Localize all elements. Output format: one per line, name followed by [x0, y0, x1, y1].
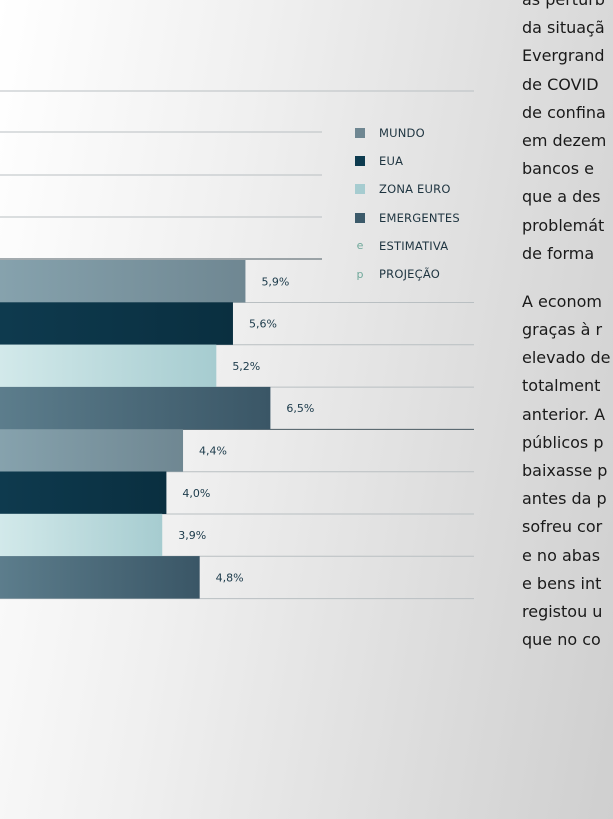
text-line: antes da p — [522, 489, 607, 509]
text-line: totalment — [522, 376, 601, 396]
text-line: e no abas — [522, 545, 601, 565]
bar-eua — [0, 302, 233, 345]
legend-letter-marker: p — [356, 267, 364, 281]
text-line: as perturb — [522, 0, 613, 14]
text-line: anterior. A — [522, 404, 606, 424]
bar-eua — [0, 471, 167, 514]
bar-value-label: 4,0% — [182, 487, 210, 500]
legend-swatch — [355, 212, 365, 223]
legend-item: EUA — [355, 147, 460, 175]
bar-value-label: 3,9% — [178, 529, 206, 542]
legend-label: EUA — [379, 154, 404, 169]
text-line: bancos e — [522, 159, 594, 179]
legend: MUNDO EUA ZONA EURO EMERGENTES e ESTIMATIVA p P… — [355, 119, 460, 288]
text-line: sofreu cor — [522, 517, 603, 537]
bar-value-label: 5,6% — [249, 318, 277, 331]
text-line: de forma — [522, 243, 595, 263]
text-line: registou u — [522, 601, 603, 621]
legend-label: EMERGENTES — [379, 210, 460, 225]
text-line: baixasse p — [522, 461, 608, 480]
legend-item: MUNDO — [355, 119, 460, 147]
legend-item: p PROJEÇÃO — [355, 260, 460, 288]
paragraph-2: A econom graças à r elevado de totalment ant… — [522, 288, 613, 654]
text-line: de COVID — [522, 74, 599, 94]
legend-label: MUNDO — [379, 126, 425, 141]
bar-value-labels: 5,9% 5,6% 5,2% 6,5% 4,4% 4,0% 3,9% 4,8% — [178, 275, 314, 584]
text-line: graças à r — [522, 320, 603, 340]
legend-item: EMERGENTES — [355, 204, 460, 232]
legend-item: ZONA EURO — [355, 175, 460, 203]
bar-emergentes — [0, 386, 271, 430]
legend-label: ESTIMATIVA — [379, 238, 449, 253]
legend-letter-marker: e — [356, 239, 364, 253]
bar-chart: 5,9% 5,6% 5,2% 6,5% 4,4% 4,0% 3,9% 4,8% — [0, 90, 474, 600]
bar-zona-euro — [0, 513, 163, 557]
legend-swatch — [355, 156, 365, 167]
bar-value-label: 4,4% — [199, 444, 227, 457]
bars — [0, 260, 271, 599]
text-line: de confina — [522, 102, 606, 122]
bar-mundo — [0, 429, 184, 472]
bar-emergentes — [0, 556, 200, 599]
text-line: em dezem — [522, 130, 607, 150]
text-line: públicos p — [522, 432, 604, 452]
text-line: e bens int — [522, 573, 602, 593]
text-line: que no co — [522, 630, 601, 650]
text-line: A econom — [522, 291, 602, 311]
bar-value-label: 5,2% — [232, 360, 260, 373]
text-line: da situaçã — [522, 18, 605, 38]
legend-label: PROJEÇÃO — [379, 267, 440, 282]
body-text-column: as perturb da situaçã Evergrand de COVID de … — [522, 0, 613, 654]
bar-value-label: 6,5% — [286, 402, 314, 415]
legend-label: ZONA EURO — [379, 182, 451, 197]
bar-zona-euro — [0, 344, 217, 388]
bar-value-label: 4,8% — [216, 571, 244, 584]
legend-item: e ESTIMATIVA — [355, 232, 460, 260]
legend-swatch — [355, 184, 365, 195]
bar-mundo — [0, 260, 246, 303]
text-line: que a des — [522, 187, 601, 207]
paragraph-1: as perturb da situaçã Evergrand de COVID de … — [522, 0, 613, 268]
text-line: elevado de — [522, 348, 611, 368]
legend-swatch — [355, 128, 365, 139]
bar-value-label: 5,9% — [261, 275, 289, 288]
text-line: Evergrand — [522, 46, 605, 66]
text-line: problemát — [522, 215, 605, 235]
